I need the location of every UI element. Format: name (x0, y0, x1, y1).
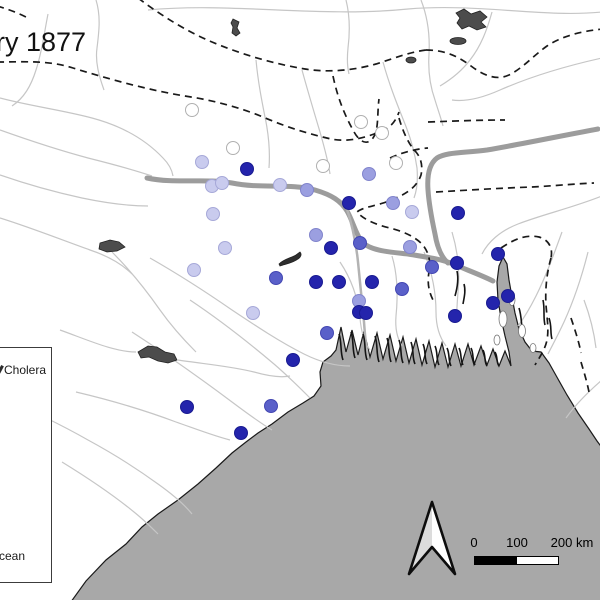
cholera-point (195, 155, 209, 169)
cholera-point (206, 207, 220, 221)
legend-label-ocean: cean (0, 549, 26, 563)
cholera-point (491, 247, 505, 261)
legend-label-cholera: Cholera (4, 363, 47, 377)
scale-bar-tick-0: 0 (470, 535, 478, 550)
cholera-point (425, 260, 439, 274)
cholera-point (405, 205, 419, 219)
cholera-point (320, 326, 334, 340)
cholera-point (386, 196, 400, 210)
legend-box: Cholera cean (0, 347, 52, 583)
cholera-point (300, 183, 314, 197)
cholera-point (180, 400, 194, 414)
cholera-point (234, 426, 248, 440)
legend-symbol-fragment (0, 364, 4, 375)
cholera-point (226, 141, 240, 155)
cholera-point (450, 256, 464, 270)
cholera-point (264, 399, 278, 413)
cholera-point (324, 241, 338, 255)
scale-bar-graphic (474, 556, 559, 565)
cholera-point (342, 196, 356, 210)
cholera-point (309, 275, 323, 289)
cholera-point (240, 162, 254, 176)
cholera-point (486, 296, 500, 310)
cholera-point (389, 156, 403, 170)
cholera-point (309, 228, 323, 242)
cholera-point (286, 353, 300, 367)
cholera-point (332, 275, 346, 289)
scale-bar-tick-100: 100 (506, 535, 528, 550)
cholera-point (403, 240, 417, 254)
cholera-point (354, 115, 368, 129)
rivers-major-layer (144, 126, 600, 359)
cholera-points-layer (180, 103, 515, 440)
cholera-point (269, 271, 283, 285)
cholera-point (365, 275, 379, 289)
cholera-point (353, 236, 367, 250)
cholera-point (246, 306, 260, 320)
scale-bar-white-segment (516, 557, 558, 564)
tidal-marks-layer (338, 270, 553, 367)
north-arrow-icon (407, 500, 457, 576)
cholera-point (501, 289, 515, 303)
scale-bar-tick-200: 200 km (550, 535, 594, 550)
cholera-point (395, 282, 409, 296)
cholera-point (359, 306, 373, 320)
scale-bar: 0 100 200 km (455, 533, 600, 571)
cholera-point (448, 309, 462, 323)
cholera-point (375, 126, 389, 140)
scale-bar-black-segment (475, 557, 517, 564)
cholera-point (316, 159, 330, 173)
cholera-point (218, 241, 232, 255)
cholera-point (187, 263, 201, 277)
cholera-point (362, 167, 376, 181)
map-title: ry 1877 (0, 27, 87, 57)
cholera-point (273, 178, 287, 192)
cholera-point (215, 176, 229, 190)
cholera-point (185, 103, 199, 117)
lakes-layer (98, 8, 488, 364)
cholera-point (451, 206, 465, 220)
